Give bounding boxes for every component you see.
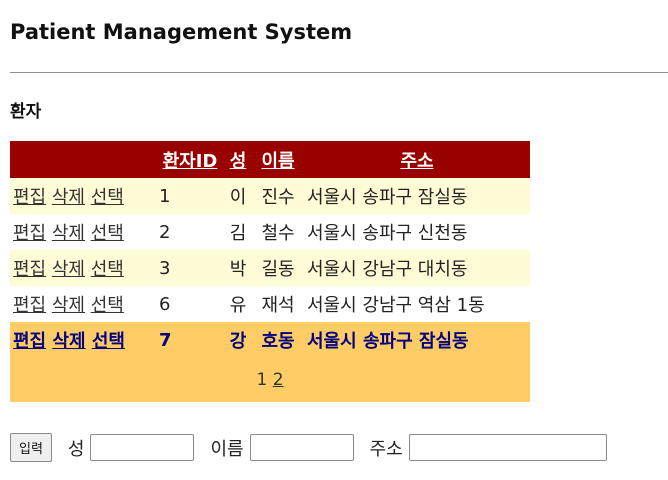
sort-address-link[interactable]: 주소 xyxy=(400,150,434,172)
edit-link[interactable]: 편집 xyxy=(13,223,47,244)
address-cell: 서울시 강남구 역삼 1동 xyxy=(307,295,485,316)
divider xyxy=(10,72,668,73)
row-actions-cell: 편집 삭제 선택 xyxy=(10,322,156,358)
patient-id-cell: 1 xyxy=(159,185,171,207)
address-label: 주소 xyxy=(369,438,403,460)
patient-id-cell: 3 xyxy=(159,257,171,279)
table-header-row: 환자ID 성 이름 주소 xyxy=(10,141,530,178)
address-cell: 서울시 강남구 대치동 xyxy=(307,259,468,280)
last-name-cell: 이 xyxy=(229,187,247,208)
delete-link[interactable]: 삭제 xyxy=(51,187,85,208)
select-link[interactable]: 선택 xyxy=(91,331,125,352)
header-last-name[interactable]: 성 xyxy=(224,141,252,178)
table-row: 편집 삭제 선택 3 박 길동 서울시 강남구 대치동 xyxy=(10,250,530,286)
table-row: 편집 삭제 선택 2 김 철수 서울시 송파구 신천동 xyxy=(10,214,530,250)
row-actions-cell: 편집 삭제 선택 xyxy=(10,286,156,322)
row-actions-cell: 편집 삭제 선택 xyxy=(10,214,156,250)
patient-id-cell: 6 xyxy=(159,293,171,315)
pager-row: 1 2 xyxy=(10,358,530,402)
sort-last-name-link[interactable]: 성 xyxy=(229,150,247,172)
first-name-cell: 철수 xyxy=(261,223,295,244)
address-cell: 서울시 송파구 잠실동 xyxy=(307,331,469,352)
address-cell: 서울시 송파구 잠실동 xyxy=(307,187,468,208)
patient-table: 환자ID 성 이름 주소 편집 삭제 선택 1 이 진수 서울시 송파구 잠실동 편집 삭… xyxy=(10,141,530,402)
last-name-cell: 강 xyxy=(229,331,247,352)
row-actions-cell: 편집 삭제 선택 xyxy=(10,178,156,214)
last-name-input[interactable] xyxy=(90,434,195,461)
edit-link[interactable]: 편집 xyxy=(13,331,47,352)
select-link[interactable]: 선택 xyxy=(90,223,124,244)
last-name-cell: 김 xyxy=(229,223,247,244)
select-link[interactable]: 선택 xyxy=(90,259,124,280)
first-name-cell: 호동 xyxy=(261,331,295,352)
delete-link[interactable]: 삭제 xyxy=(51,295,85,316)
sort-patient-id-link[interactable]: 환자ID xyxy=(162,150,218,172)
last-name-label: 성 xyxy=(67,438,85,460)
edit-link[interactable]: 편집 xyxy=(13,295,47,316)
table-row: 편집 삭제 선택 6 유 재석 서울시 강남구 역삼 1동 xyxy=(10,286,530,322)
last-name-cell: 유 xyxy=(229,295,247,316)
patient-id-cell: 7 xyxy=(159,329,172,351)
first-name-cell: 길동 xyxy=(261,259,295,280)
first-name-label: 이름 xyxy=(210,438,244,460)
select-link[interactable]: 선택 xyxy=(90,295,124,316)
page-title: Patient Management System xyxy=(10,20,353,44)
header-actions-cell xyxy=(10,141,156,178)
header-first-name[interactable]: 이름 xyxy=(252,141,304,178)
last-name-cell: 박 xyxy=(229,259,247,280)
pager-current-page: 1 xyxy=(256,370,268,390)
edit-link[interactable]: 편집 xyxy=(13,187,47,208)
first-name-cell: 재석 xyxy=(261,295,295,316)
address-input[interactable] xyxy=(408,434,607,461)
address-cell: 서울시 송파구 신천동 xyxy=(307,223,468,244)
sort-first-name-link[interactable]: 이름 xyxy=(261,150,295,172)
patient-id-cell: 2 xyxy=(159,221,171,243)
pager: 1 2 xyxy=(10,358,530,402)
table-row: 편집 삭제 선택 1 이 진수 서울시 송파구 잠실동 xyxy=(10,178,530,214)
patient-entry-form: 입력 성 이름 주소 xyxy=(10,433,607,462)
delete-link[interactable]: 삭제 xyxy=(52,331,86,352)
first-name-cell: 진수 xyxy=(261,187,295,208)
pager-page-link[interactable]: 2 xyxy=(272,370,284,390)
select-link[interactable]: 선택 xyxy=(90,187,124,208)
section-title: 환자 xyxy=(10,102,42,122)
header-address[interactable]: 주소 xyxy=(304,141,530,178)
row-actions-cell: 편집 삭제 선택 xyxy=(10,250,156,286)
edit-link[interactable]: 편집 xyxy=(13,259,47,280)
header-patient-id[interactable]: 환자ID xyxy=(156,141,224,178)
delete-link[interactable]: 삭제 xyxy=(51,223,85,244)
first-name-input[interactable] xyxy=(249,434,354,461)
table-row: 편집 삭제 선택 7 강 호동 서울시 송파구 잠실동 xyxy=(10,322,530,358)
submit-button[interactable]: 입력 xyxy=(10,433,52,462)
delete-link[interactable]: 삭제 xyxy=(51,259,85,280)
